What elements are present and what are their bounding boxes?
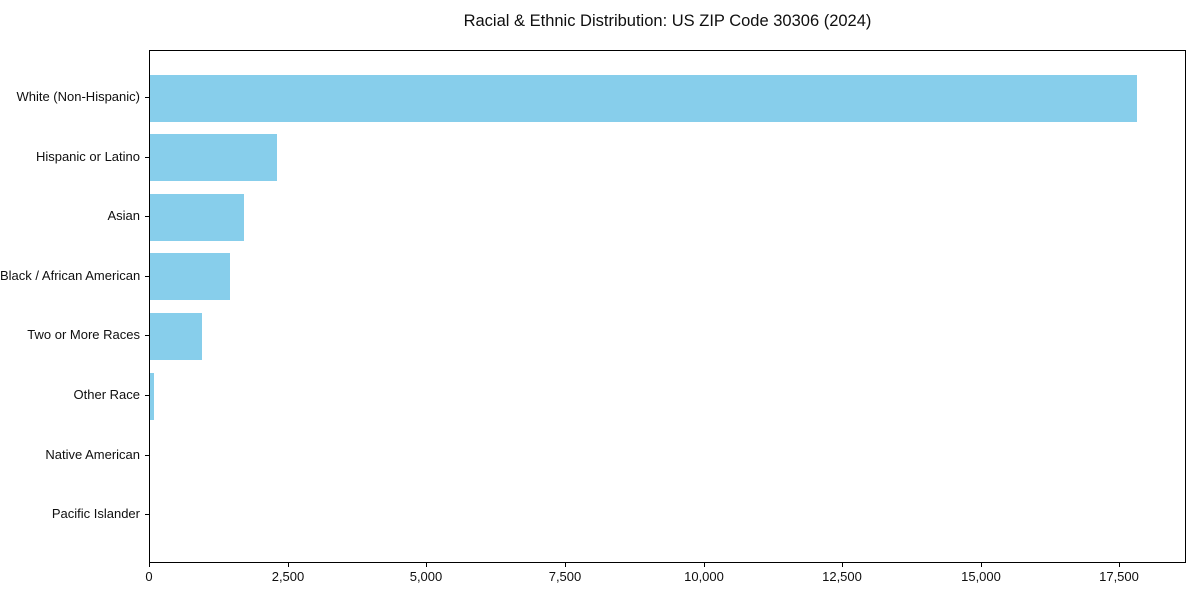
x-tick-label: 5,000	[409, 569, 443, 584]
x-tick-label: 10,000	[684, 569, 724, 584]
y-tick-label: Pacific Islander	[51, 506, 140, 521]
bar-other-race	[150, 373, 154, 420]
x-tick-mark	[426, 563, 427, 567]
x-tick-label: 0	[145, 569, 153, 584]
y-tick-mark	[145, 335, 149, 336]
x-tick-mark	[565, 563, 566, 567]
x-tick-mark	[704, 563, 705, 567]
bar-asian	[150, 194, 244, 241]
y-tick-label: Other Race	[73, 387, 140, 402]
y-tick-mark	[145, 216, 149, 217]
y-tick-label: Two or More Races	[27, 327, 140, 342]
chart-title: Racial & Ethnic Distribution: US ZIP Cod…	[463, 12, 872, 30]
y-tick-mark	[145, 97, 149, 98]
y-tick-label: Asian	[107, 208, 140, 223]
y-tick-mark	[145, 395, 149, 396]
y-tick-mark	[145, 455, 149, 456]
x-tick-mark	[842, 563, 843, 567]
x-tick-mark	[288, 563, 289, 567]
y-tick-mark	[145, 514, 149, 515]
x-tick-label: 17,500	[1099, 569, 1139, 584]
y-tick-label: White (Non-Hispanic)	[16, 89, 140, 104]
x-tick-mark	[981, 563, 982, 567]
x-tick-label: 12,500	[822, 569, 862, 584]
x-tick-mark	[1119, 563, 1120, 567]
y-tick-label: Hispanic or Latino	[35, 149, 140, 164]
plot-area	[149, 50, 1186, 563]
bar-hispanic-or-latino	[150, 134, 277, 181]
x-tick-mark	[149, 563, 150, 567]
y-tick-label: Black / African American	[0, 268, 141, 283]
x-tick-label: 15,000	[961, 569, 1001, 584]
y-tick-mark	[145, 276, 149, 277]
bar-black-african-american	[150, 253, 230, 300]
bar-white-non-hispanic	[150, 75, 1137, 122]
x-tick-label: 2,500	[271, 569, 305, 584]
y-tick-mark	[145, 157, 149, 158]
x-tick-label: 7,500	[548, 569, 582, 584]
y-tick-label: Native American	[45, 447, 140, 462]
bar-two-or-more-races	[150, 313, 202, 360]
